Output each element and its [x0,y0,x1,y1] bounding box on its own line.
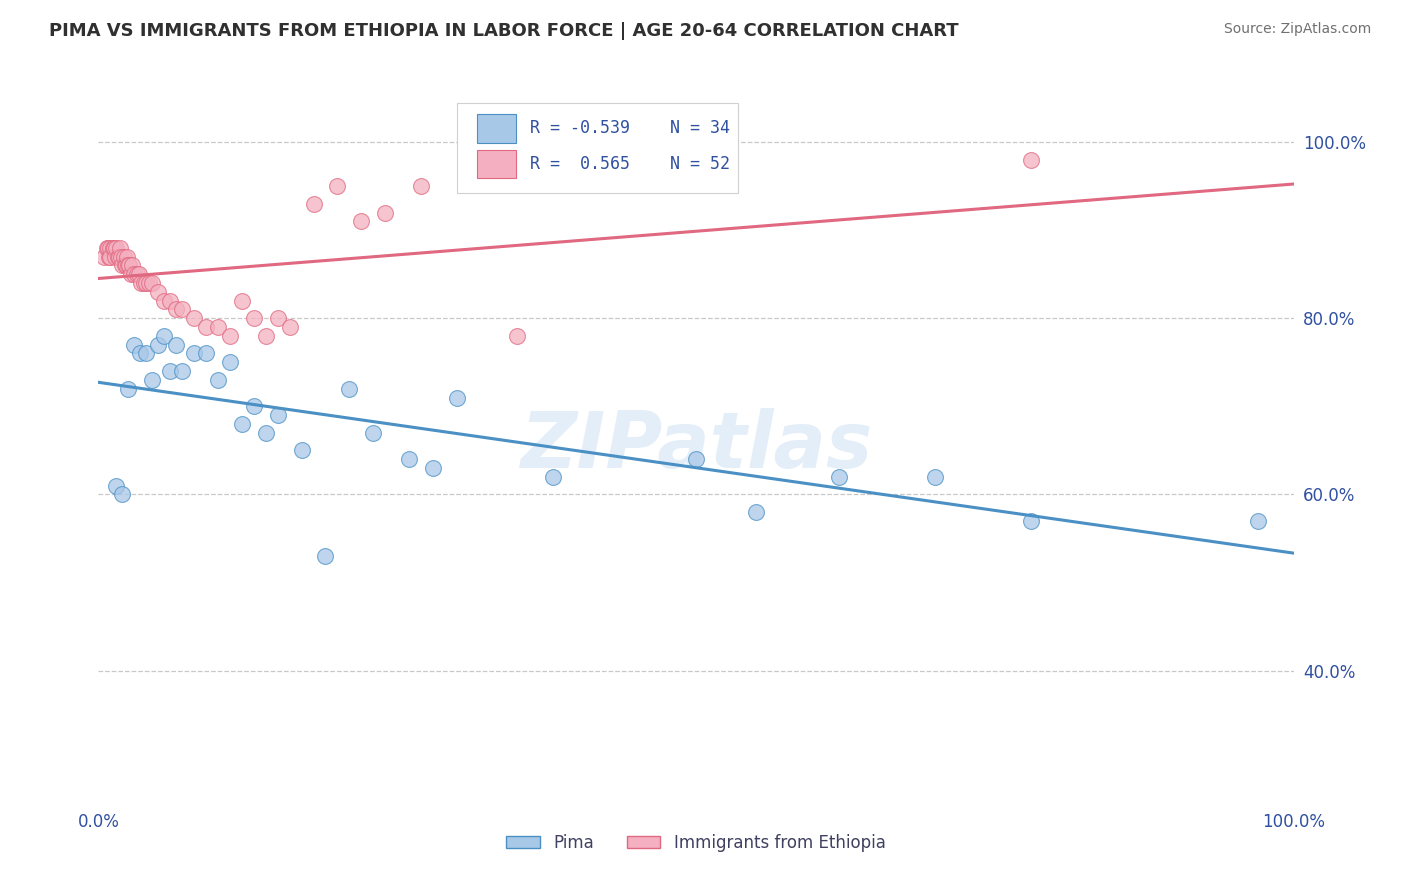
Point [153,293,176,308]
Point [141,373,163,387]
Point [121,259,143,273]
Point [446,391,468,405]
Point [118,259,141,273]
Point [141,276,163,290]
Point [685,452,707,467]
Point [93,250,115,264]
Point [1019,153,1042,167]
Point [1019,514,1042,528]
Point [219,329,242,343]
Point [159,364,181,378]
Point [125,267,148,281]
Point [506,329,529,343]
Point [254,329,277,343]
Point [96,241,118,255]
Text: ZIPatlas: ZIPatlas [520,408,872,484]
Point [135,276,157,290]
Point [165,337,187,351]
Point [411,179,433,194]
Point [138,276,160,290]
Point [132,276,155,290]
Text: R =  0.565    N = 52: R = 0.565 N = 52 [530,155,730,173]
Point [219,355,242,369]
Point [117,382,139,396]
Point [422,461,444,475]
Point [541,470,564,484]
FancyBboxPatch shape [477,114,516,143]
Point [98,250,122,264]
Point [97,241,120,255]
Point [243,311,266,326]
Point [291,443,314,458]
Point [159,293,181,308]
Point [98,241,122,255]
Point [101,241,124,255]
Point [172,302,194,317]
Point [148,337,170,351]
Point [267,408,290,422]
Point [117,259,139,273]
Point [98,250,121,264]
Point [1247,514,1270,528]
Text: R = -0.539    N = 34: R = -0.539 N = 34 [530,120,730,137]
Point [111,259,134,273]
Point [124,337,146,351]
Point [315,549,337,563]
Point [115,250,138,264]
Point [195,346,218,360]
Text: Source: ZipAtlas.com: Source: ZipAtlas.com [1223,22,1371,37]
FancyBboxPatch shape [477,150,516,178]
Point [148,285,170,299]
Point [115,259,138,273]
Point [231,417,253,431]
Point [104,250,127,264]
Point [183,311,205,326]
Point [105,478,128,492]
FancyBboxPatch shape [457,103,738,193]
Point [183,346,205,360]
Point [278,320,301,334]
Point [302,196,325,211]
Point [350,214,373,228]
Point [165,302,187,317]
Point [326,179,349,194]
Point [363,425,385,440]
Point [172,364,194,378]
Point [254,425,277,440]
Point [231,293,253,308]
Point [111,487,134,501]
Point [103,241,125,255]
Point [828,470,851,484]
Point [107,250,129,264]
Text: PIMA VS IMMIGRANTS FROM ETHIOPIA IN LABOR FORCE | AGE 20-64 CORRELATION CHART: PIMA VS IMMIGRANTS FROM ETHIOPIA IN LABO… [49,22,959,40]
Point [108,241,131,255]
Point [110,250,132,264]
Point [195,320,218,334]
Point [267,311,290,326]
Point [745,505,768,519]
Point [135,346,157,360]
Point [112,250,135,264]
Point [105,241,128,255]
Point [398,452,420,467]
Point [153,329,176,343]
Point [120,267,142,281]
Point [207,373,229,387]
Point [107,250,129,264]
Point [131,276,153,290]
Point [128,267,150,281]
Point [129,346,152,360]
Point [114,259,136,273]
Legend: Pima, Immigrants from Ethiopia: Pima, Immigrants from Ethiopia [499,828,893,859]
Point [124,267,146,281]
Point [243,400,266,414]
Point [924,470,946,484]
Point [339,382,361,396]
Point [374,205,396,219]
Point [207,320,229,334]
